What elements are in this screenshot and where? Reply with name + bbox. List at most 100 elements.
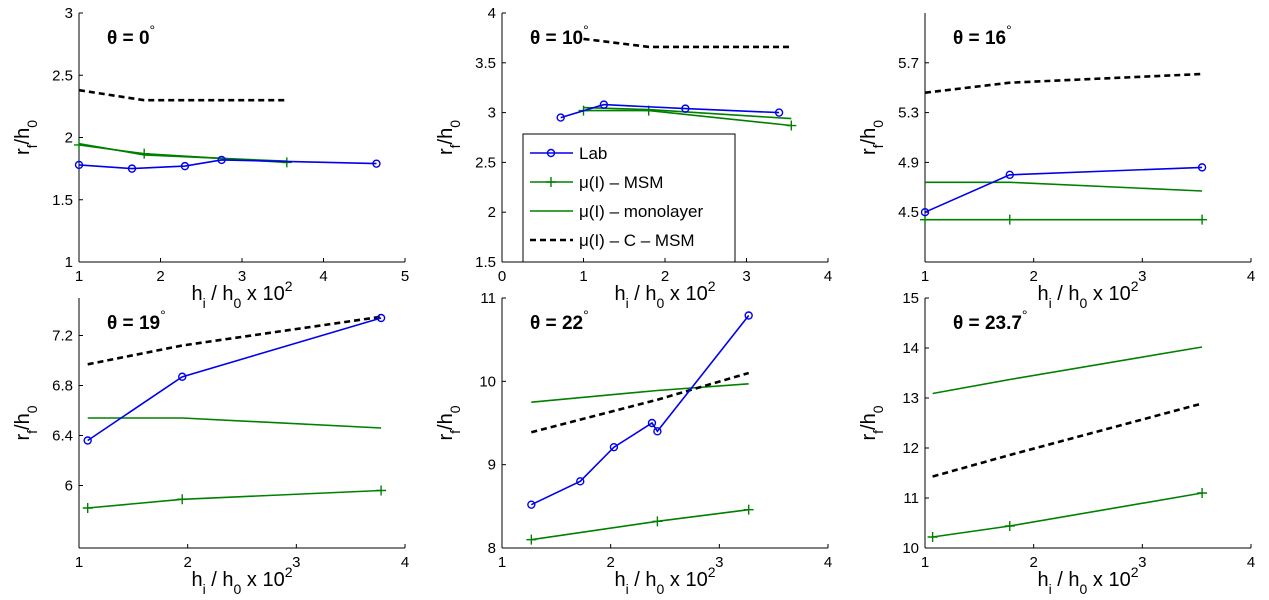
series-line-mono (932, 346, 1203, 395)
y-tick-label: 3.5 (475, 55, 496, 72)
x-tick-label: 3 (238, 268, 246, 285)
legend-marker-lab (546, 148, 556, 158)
legend-label-lab: Lab (579, 144, 607, 163)
data-point-lab (774, 108, 784, 117)
legend-marker-msm (546, 177, 556, 187)
data-point-msm (177, 494, 188, 505)
data-point-lab (180, 161, 190, 171)
data-point-msm (1004, 521, 1015, 531)
data-point-lab (647, 418, 657, 428)
x-tick-label: 3 (1138, 554, 1146, 571)
data-point-lab (376, 313, 386, 323)
y-axis-label: rf/h0 (858, 405, 886, 440)
data-point-msm (376, 485, 387, 496)
panel-title: θ = 16° (953, 22, 1012, 49)
data-point-lab (556, 113, 565, 122)
y-tick-label: 5.7 (898, 55, 919, 72)
y-tick-label: 2 (488, 204, 496, 221)
x-tick-label: 1 (75, 268, 83, 285)
y-tick-label: 11 (903, 490, 919, 507)
data-point-lab (178, 372, 187, 381)
legend-label-msm: μ(I) – MSM (579, 173, 663, 192)
panel-title: θ = 19° (107, 307, 166, 334)
data-point-lab (74, 160, 84, 170)
x-tick-label: 4 (1247, 554, 1255, 571)
y-tick-label: 9 (488, 457, 496, 474)
panel-4: 6 6.4 6.8 7.2 1 2 3 4 hi / h0 x 102 rf/h0 θ = 19° (12, 298, 409, 597)
y-tick-label: 6 (65, 478, 73, 495)
data-point-lab (920, 207, 930, 217)
y-axis-label: rf/h0 (435, 120, 463, 155)
y-tick-label: 2.5 (475, 154, 496, 171)
y-tick-label: 2.5 (52, 67, 73, 84)
series-line-lab (924, 166, 1203, 213)
y-tick-label: 1.5 (475, 254, 496, 271)
series-line-cmsm (78, 88, 287, 102)
y-tick-label: 1.5 (52, 192, 73, 209)
series-line-mono (925, 181, 1203, 192)
data-point-msm (786, 120, 797, 131)
panel-title: θ = 23.7° (953, 307, 1028, 334)
x-axis-label: hi / h0 x 102 (1038, 564, 1139, 597)
y-tick-label: 3 (488, 105, 496, 122)
data-point-lab (127, 164, 137, 173)
x-tick-label: 1 (75, 554, 83, 571)
x-axis-label: hi / h0 x 102 (615, 278, 716, 311)
y-tick-label: 12 (902, 440, 919, 457)
data-point-msm (1004, 214, 1015, 225)
x-tick-label: 2 (156, 268, 164, 285)
legend-label-cmsm: μ(I) – C – MSM (579, 231, 695, 250)
series-line-cmsm (924, 72, 1203, 94)
series-line-msm (78, 144, 287, 164)
x-tick-label: 4 (401, 554, 409, 571)
series-line-cmsm (530, 371, 750, 434)
y-tick-label: 11 (480, 290, 496, 307)
data-point-lab (217, 155, 226, 165)
x-tick-label: 2 (1029, 268, 1037, 285)
data-point-msm (526, 534, 537, 545)
y-tick-label: 6.8 (52, 378, 73, 395)
x-tick-label: 1 (921, 268, 929, 285)
data-point-msm (281, 157, 292, 168)
x-axis-label: hi / h0 x 102 (1038, 278, 1139, 311)
legend: Lab μ(I) – MSM μ(I) – monolayer μ(I) – C – … (522, 133, 736, 263)
series-line-msm (531, 508, 749, 541)
data-point-lab (372, 159, 381, 168)
x-tick-label: 1 (498, 554, 506, 571)
data-point-lab (576, 477, 585, 486)
panel-title: θ = 0° (107, 22, 155, 49)
x-tick-label: 1 (921, 554, 929, 571)
y-tick-label: 4.5 (898, 204, 919, 221)
y-tick-label: 4 (488, 5, 496, 22)
data-point-lab (1197, 163, 1207, 172)
data-point-msm (1197, 488, 1208, 498)
y-tick-label: 6.4 (52, 428, 73, 445)
data-point-lab (653, 427, 662, 436)
series-line-mono (531, 383, 749, 403)
series-line-cmsm (583, 37, 792, 49)
data-point-msm (927, 532, 938, 542)
data-point-lab (681, 104, 690, 113)
panel-2: 1.5 2 2.5 3 3.5 4 0 1 2 3 4 hi / h0 x 102 rf/h0 θ = 1… (435, 5, 832, 311)
y-tick-label: 14 (902, 340, 919, 357)
data-point-lab (1005, 170, 1014, 180)
legend-box (522, 133, 736, 263)
series-line-lab (78, 159, 377, 170)
series-line-lab (87, 317, 382, 442)
series-line-lab (560, 103, 780, 119)
panel-title: θ = 10° (530, 22, 589, 49)
x-tick-label: 3 (742, 268, 750, 285)
x-tick-label: 3 (1138, 268, 1146, 285)
x-tick-label: 2 (183, 554, 191, 571)
series-line-msm (932, 492, 1203, 538)
panel-title: θ = 22° (530, 307, 589, 334)
data-point-msm (1197, 214, 1208, 225)
y-tick-label: 7.2 (52, 328, 73, 345)
x-tick-label: 2 (606, 554, 614, 571)
x-tick-label: 4 (824, 554, 832, 571)
y-tick-label: 1 (65, 254, 73, 271)
x-tick-label: 5 (401, 268, 409, 285)
